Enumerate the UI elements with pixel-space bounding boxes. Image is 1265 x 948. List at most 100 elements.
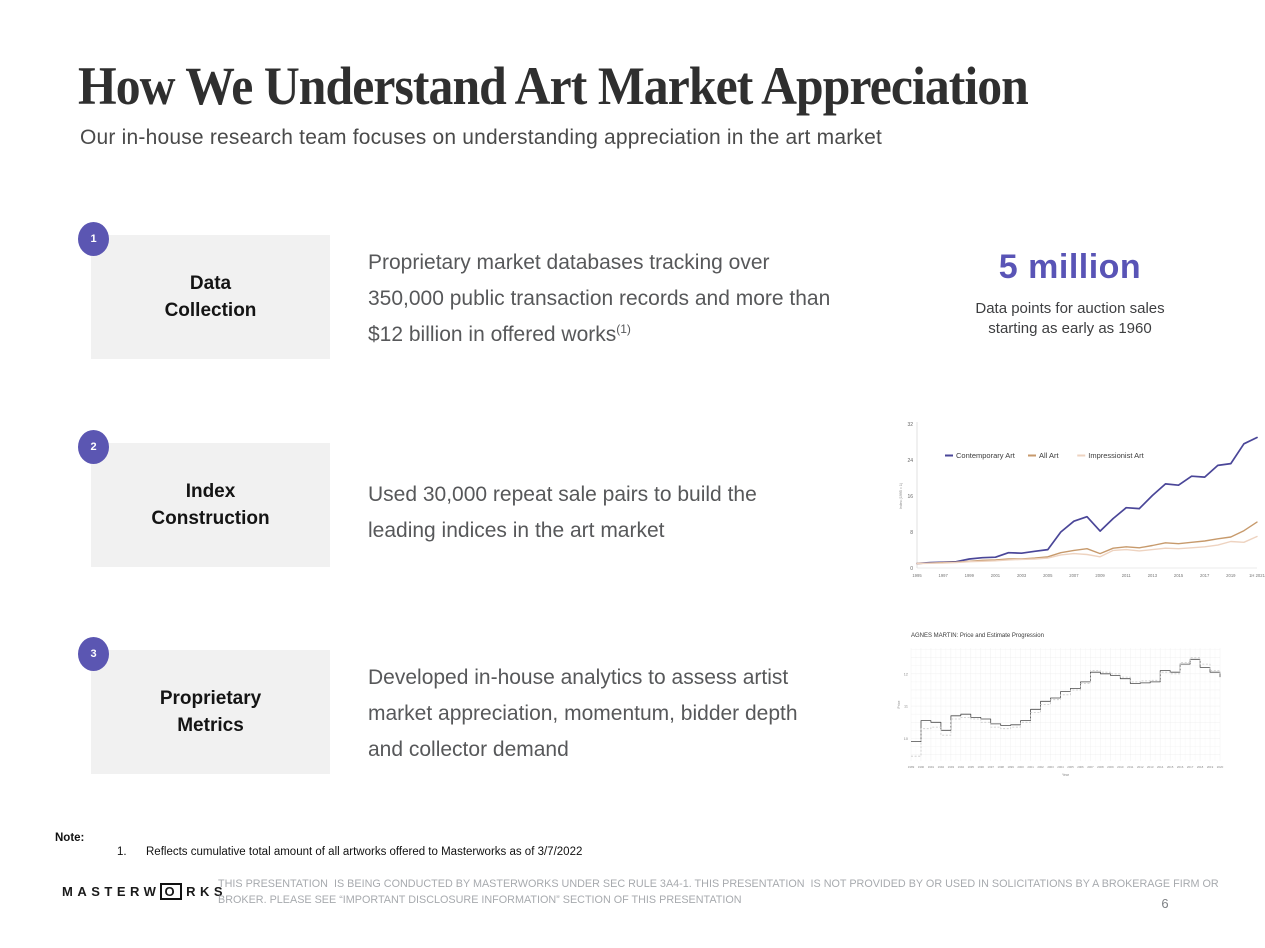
svg-text:Year: Year <box>1062 773 1070 777</box>
svg-text:2008: 2008 <box>1097 765 1104 769</box>
step-badge-3: 3 <box>78 637 109 671</box>
page-title: How We Understand Art Market Appreciatio… <box>78 56 1029 116</box>
svg-text:2009: 2009 <box>1095 573 1105 578</box>
svg-text:2014: 2014 <box>1157 765 1164 769</box>
svg-text:2019: 2019 <box>1226 573 1236 578</box>
svg-text:2015: 2015 <box>1174 573 1184 578</box>
svg-text:2003: 2003 <box>1017 573 1027 578</box>
index-comparison-chart: 0 8 16 24 32 Index (1995 = 1) 1995 1997 1999 2001… <box>895 416 1265 588</box>
description-line: leading indices in the art market <box>368 519 665 542</box>
svg-text:1991: 1991 <box>928 765 935 769</box>
step-label-line: Proprietary <box>159 688 262 709</box>
step-label-line: Index <box>185 481 236 502</box>
price-estimate-chart-svg: AGNES MARTIN: Price and Estimate Progres… <box>897 633 1224 777</box>
step-box-data-collection: Data Collection <box>91 235 330 359</box>
svg-text:2016: 2016 <box>1177 765 1184 769</box>
description-line: $12 billion in offered works <box>368 323 617 346</box>
step-number: 1 <box>90 233 97 245</box>
svg-text:2007: 2007 <box>1087 765 1094 769</box>
svg-text:11: 11 <box>904 705 908 709</box>
description-line: and collector demand <box>368 738 569 761</box>
svg-text:Price: Price <box>897 700 901 708</box>
step-description-3: Developed in-house analytics to assess a… <box>368 660 913 768</box>
svg-text:2000: 2000 <box>1017 765 1024 769</box>
description-line: Proprietary market databases tracking ov… <box>368 251 770 274</box>
svg-text:2001: 2001 <box>1027 765 1034 769</box>
svg-text:24: 24 <box>907 458 913 464</box>
svg-text:2004: 2004 <box>1057 765 1064 769</box>
logo-prefix: MASTERW <box>62 884 161 899</box>
svg-text:2007: 2007 <box>1069 573 1079 578</box>
index-comparison-chart-svg: 0 8 16 24 32 Index (1995 = 1) 1995 1997 1999 2001… <box>899 422 1265 578</box>
svg-text:2006: 2006 <box>1077 765 1084 769</box>
step-label-line: Collection <box>164 300 257 321</box>
stat-caption-line: Data points for auction sales <box>975 300 1165 317</box>
description-line: Developed in-house analytics to assess a… <box>368 666 789 689</box>
svg-text:Index (1995 = 1): Index (1995 = 1) <box>899 483 903 509</box>
step-label-line: Metrics <box>177 715 244 736</box>
svg-text:2019: 2019 <box>1207 765 1214 769</box>
page-number: 6 <box>1161 896 1169 911</box>
svg-text:2018: 2018 <box>1197 765 1204 769</box>
description-line: market appreciation, momentum, bidder de… <box>368 702 798 725</box>
step-box-index-construction: Index Construction <box>91 443 330 567</box>
svg-text:2020: 2020 <box>1217 765 1224 769</box>
svg-text:12: 12 <box>904 672 908 676</box>
step-description-1: Proprietary market databases tracking ov… <box>368 245 913 353</box>
description-line: 350,000 public transaction records and m… <box>368 287 831 310</box>
svg-text:2001: 2001 <box>991 573 1001 578</box>
step-number: 3 <box>90 648 97 660</box>
svg-text:2013: 2013 <box>1148 573 1158 578</box>
svg-text:1995: 1995 <box>968 765 975 769</box>
svg-text:1990: 1990 <box>918 765 925 769</box>
svg-text:2012: 2012 <box>1137 765 1144 769</box>
svg-text:1994: 1994 <box>958 765 965 769</box>
svg-text:Contemporary Art: Contemporary Art <box>956 451 1016 460</box>
note-item-text: Reflects cumulative total amount of all … <box>146 846 583 858</box>
step-box-proprietary-metrics: Proprietary Metrics <box>91 650 330 774</box>
svg-text:1989: 1989 <box>908 765 915 769</box>
svg-text:2002: 2002 <box>1037 765 1044 769</box>
note-item-number: 1. <box>117 846 127 858</box>
svg-text:1999: 1999 <box>1007 765 1014 769</box>
step-number: 2 <box>90 441 97 453</box>
svg-text:1997: 1997 <box>988 765 995 769</box>
svg-text:2011: 2011 <box>1127 765 1134 769</box>
stat-block: 5 million Data points for auction sales … <box>930 248 1210 339</box>
svg-text:2003: 2003 <box>1047 765 1054 769</box>
svg-text:1998: 1998 <box>997 765 1004 769</box>
svg-text:2015: 2015 <box>1167 765 1174 769</box>
svg-text:1992: 1992 <box>938 765 945 769</box>
svg-text:All Art: All Art <box>1039 451 1060 460</box>
svg-text:2017: 2017 <box>1187 765 1194 769</box>
footnote-reference: (1) <box>616 322 631 336</box>
svg-text:10: 10 <box>904 737 908 741</box>
svg-text:1997: 1997 <box>938 573 948 578</box>
svg-text:0: 0 <box>910 566 913 572</box>
svg-text:1H 2021: 1H 2021 <box>1249 573 1265 578</box>
svg-text:32: 32 <box>907 422 913 428</box>
step-badge-1: 1 <box>78 222 109 256</box>
logo-suffix: RKS <box>186 884 228 899</box>
stat-caption-line: starting as early as 1960 <box>988 320 1152 337</box>
svg-text:2011: 2011 <box>1122 573 1132 578</box>
step-description-2: Used 30,000 repeat sale pairs to build t… <box>368 477 913 549</box>
svg-text:Impressionist Art: Impressionist Art <box>1088 451 1144 460</box>
svg-text:1999: 1999 <box>965 573 975 578</box>
svg-text:2013: 2013 <box>1147 765 1154 769</box>
svg-text:2010: 2010 <box>1117 765 1124 769</box>
svg-text:2005: 2005 <box>1067 765 1074 769</box>
masterworks-logo: MASTERW O RKS <box>62 883 227 900</box>
note-label: Note: <box>55 832 85 844</box>
svg-text:2009: 2009 <box>1107 765 1114 769</box>
stat-value: 5 million <box>998 248 1142 286</box>
svg-text:2005: 2005 <box>1043 573 1053 578</box>
svg-text:1996: 1996 <box>978 765 985 769</box>
price-estimate-chart: AGNES MARTIN: Price and Estimate Progres… <box>895 628 1235 793</box>
logo-boxed-o: O <box>160 883 183 900</box>
description-line: Used 30,000 repeat sale pairs to build t… <box>368 483 757 506</box>
svg-text:2017: 2017 <box>1200 573 1210 578</box>
footer-disclaimer: THIS PRESENTATION IS BEING CONDUCTED BY … <box>218 878 1222 906</box>
page-subtitle: Our in-house research team focuses on un… <box>80 126 883 149</box>
step-label-line: Data <box>189 273 232 294</box>
